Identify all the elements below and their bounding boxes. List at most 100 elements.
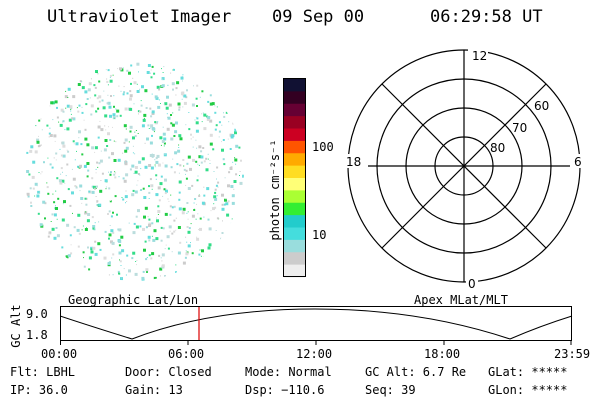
uv-pixel [214, 111, 217, 114]
uv-pixel [162, 132, 166, 136]
uv-pixel [47, 235, 50, 238]
uv-pixel [142, 187, 145, 190]
uv-pixel [104, 179, 108, 183]
uv-pixel [196, 179, 199, 182]
uv-pixel [94, 240, 97, 243]
uv-pixel [40, 173, 42, 175]
uv-pixel [107, 84, 109, 86]
uv-pixel [136, 264, 137, 266]
uv-pixel [120, 235, 124, 239]
uv-pixel [144, 142, 146, 144]
uv-pixel [239, 171, 241, 172]
uv-pixel [47, 157, 49, 159]
uv-pixel [130, 82, 132, 85]
uv-pixel [43, 161, 45, 164]
uv-pixel [62, 144, 66, 148]
uv-pixel [73, 143, 75, 145]
uv-pixel [147, 64, 151, 67]
uv-pixel [114, 176, 117, 179]
uv-pixel [81, 153, 84, 156]
uv-pixel [76, 107, 78, 109]
uv-pixel [134, 153, 136, 155]
uv-pixel [202, 112, 204, 114]
uv-pixel [185, 177, 188, 180]
uv-pixel [164, 153, 166, 155]
uv-pixel [179, 137, 183, 141]
uv-pixel [123, 86, 125, 88]
uv-pixel [76, 150, 77, 152]
uv-pixel [205, 168, 209, 172]
uv-pixel [227, 184, 230, 188]
uv-pixel [214, 197, 218, 201]
uv-pixel [123, 124, 127, 128]
uv-pixel [61, 218, 65, 222]
uv-pixel [81, 229, 83, 231]
uv-pixel [154, 121, 157, 124]
colorbar-band [284, 227, 305, 241]
uv-pixel [150, 166, 154, 170]
uv-pixel [215, 184, 218, 187]
uv-pixel [214, 128, 217, 131]
uv-pixel [66, 104, 70, 108]
uv-pixel [90, 248, 93, 251]
uv-pixel [129, 97, 132, 101]
uv-pixel [148, 254, 151, 257]
uv-pixel [152, 238, 156, 242]
uv-pixel [28, 173, 31, 176]
uv-pixel [83, 164, 87, 168]
uv-pixel [198, 155, 202, 159]
uv-pixel [157, 205, 160, 208]
uv-pixel [172, 112, 174, 114]
uv-pixel [134, 190, 138, 194]
uv-pixel [122, 198, 125, 201]
uv-pixel [94, 151, 96, 153]
uv-pixel [36, 138, 40, 142]
uv-pixel [175, 264, 177, 266]
uv-pixel [203, 113, 207, 117]
uv-pixel [170, 137, 174, 141]
status-gain: Gain: 13 [125, 383, 183, 397]
uv-pixel [121, 197, 123, 198]
uv-pixel [150, 115, 153, 118]
uv-pixel [202, 147, 205, 149]
uv-pixel [128, 71, 131, 75]
uv-pixel [234, 128, 238, 132]
uv-pixel [153, 276, 157, 280]
uv-pixel [95, 168, 97, 170]
uv-pixel [150, 69, 152, 71]
uv-pixel [186, 241, 188, 243]
uv-pixel [112, 113, 116, 117]
uv-pixel [150, 257, 153, 260]
colorbar-band [284, 140, 305, 154]
uv-pixel [223, 203, 226, 206]
colorbar-band [284, 239, 305, 253]
uv-pixel [58, 179, 62, 183]
uv-pixel [191, 103, 195, 107]
uv-pixel [226, 201, 228, 203]
uv-pixel [151, 222, 154, 225]
uv-pixel [71, 168, 73, 170]
uv-pixel [98, 95, 102, 99]
uv-pixel [61, 179, 65, 183]
uv-pixel [173, 205, 176, 208]
uv-pixel [141, 85, 144, 89]
uv-pixel [77, 213, 81, 217]
uv-pixel [91, 190, 95, 194]
uv-pixel [84, 228, 88, 231]
lat-label-60: 60 [534, 99, 549, 113]
uv-pixel [97, 125, 101, 129]
uv-pixel [67, 150, 70, 153]
uv-pixel [77, 83, 81, 86]
uv-pixel [185, 250, 187, 252]
uv-pixel [134, 166, 138, 169]
uv-pixel [46, 182, 48, 184]
uv-pixel [91, 185, 94, 188]
uv-pixel [163, 66, 165, 68]
uv-pixel [116, 115, 119, 118]
uv-pixel [56, 218, 58, 220]
uv-pixel [48, 132, 51, 135]
uv-pixel [162, 227, 165, 230]
uv-pixel [137, 209, 140, 213]
uv-pixel [114, 171, 116, 173]
uv-pixel [73, 226, 76, 229]
